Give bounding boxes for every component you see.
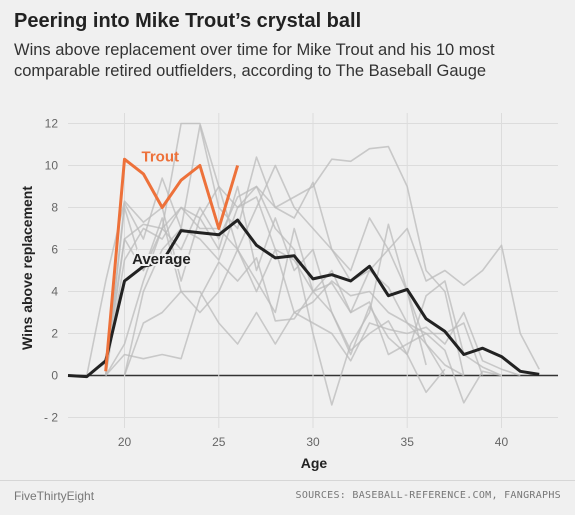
x-axis-label: Age [301,455,328,471]
comparable-player-line [86,122,446,377]
comparable-player-line [104,164,540,376]
comparable-player-line [105,257,484,377]
chart-subtitle: Wins above replacement over time for Mik… [14,41,495,80]
y-axis-label: Wins above replacement [19,186,35,350]
series-layer [67,157,540,379]
x-tick-label: 20 [118,435,132,449]
y-tick-label: - 2 [44,411,58,425]
footer-sources: SOURCES: BASEBALL-REFERENCE.COM, FANGRAP… [295,490,561,501]
x-tick-label: 35 [401,435,415,449]
label-layer: Trout Average [130,148,193,270]
comparable-player-line [105,206,502,404]
y-tick-label: 0 [51,369,58,383]
x-tick-label: 30 [306,435,320,449]
trout-line [104,157,240,372]
y-tick-label: 12 [45,117,59,131]
footer-brand: FiveThirtyEight [14,489,95,503]
footer-divider [0,480,575,481]
x-tick-label: 40 [495,435,509,449]
y-tick-label: 10 [45,159,59,173]
average-line [67,218,540,379]
y-tick-label: 2 [51,327,58,341]
comparable-player-line [104,206,446,394]
trout-series-label: Trout [142,148,180,165]
average-series-label: Average [132,251,191,268]
y-tick-label: 4 [51,285,58,299]
y-tick-label: 8 [51,201,58,215]
grid-layer: - 2 0 2 4 6 8 10 12 20 25 30 35 40 [44,113,558,449]
comparable-player-line [86,185,502,377]
comparable-player-line [104,124,465,376]
x-tick-label: 25 [212,435,226,449]
chart-title: Peering into Mike Trout’s crystal ball [14,10,362,32]
y-tick-label: 6 [51,243,58,257]
